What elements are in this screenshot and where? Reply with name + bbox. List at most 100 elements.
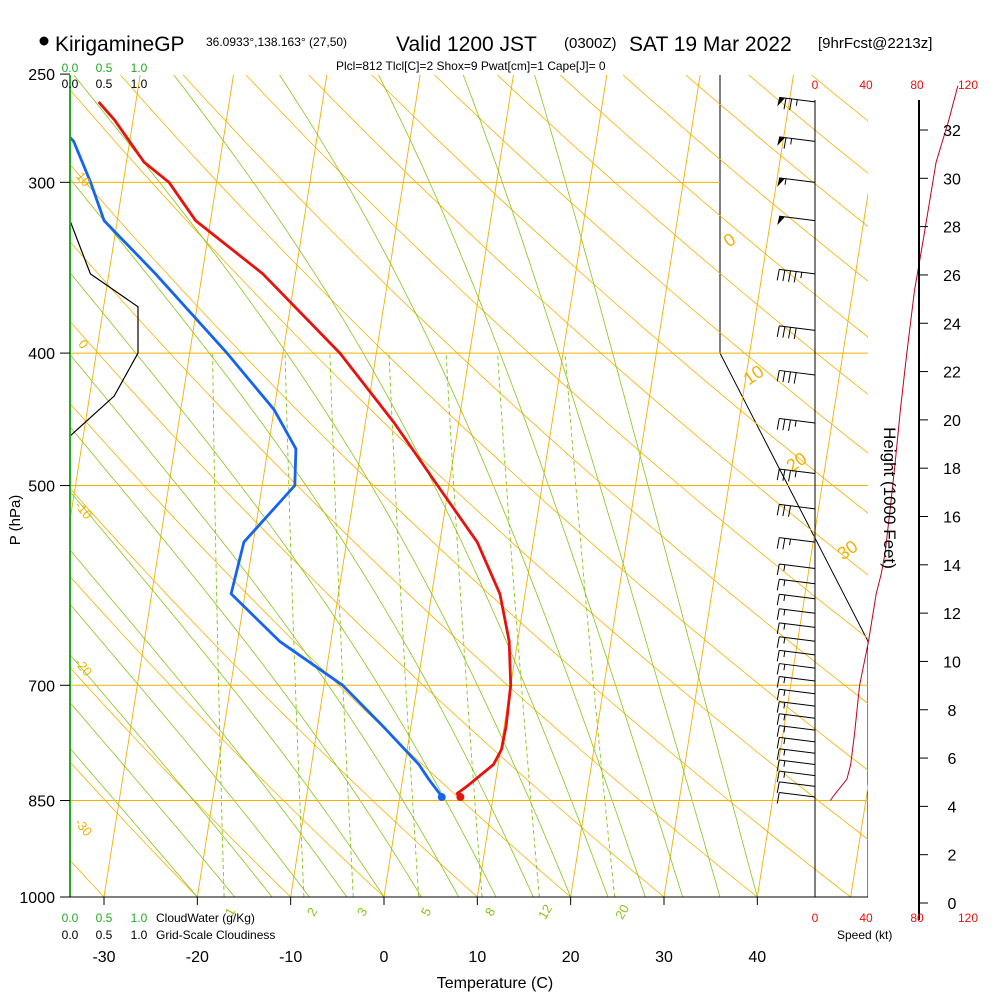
- wind-barb-half: [795, 99, 798, 106]
- isotherm-line: [944, 75, 1000, 897]
- wind-barb-flag: [788, 371, 792, 383]
- height-tick-label: 0: [948, 896, 957, 913]
- speed-tick-top: 0: [812, 78, 819, 92]
- wedge-boundary: [719, 75, 868, 897]
- moist-adiabat-line: [173, 75, 609, 897]
- sounding-profiles: [70, 75, 513, 802]
- wind-barb-half: [790, 138, 793, 145]
- valid-time: Valid 1200 JST: [396, 33, 537, 56]
- cloudiness-tick-top: 1.0: [131, 77, 148, 91]
- wind-barb-flag: [783, 98, 787, 110]
- mixing-ratio-label: 12: [535, 902, 555, 922]
- wind-barb-staff: [779, 215, 816, 222]
- wind-barb-flag: [776, 737, 780, 749]
- wind-barb-flag: [776, 622, 780, 635]
- moist-adiabat-line: [70, 747, 198, 897]
- wind-barb-flag: [788, 327, 792, 339]
- height-tick-label: 4: [948, 799, 957, 816]
- station-coords: 36.0933°,138.163° (27,50): [206, 35, 347, 49]
- wind-barb-staff: [779, 136, 816, 142]
- cloudiness-tick-bottom: 1.0: [131, 928, 148, 942]
- wind-barb-flag: [776, 748, 780, 760]
- dry-adiabat-line: [70, 575, 385, 897]
- dry-adiabat-line: [70, 666, 291, 897]
- height-tick-label: 16: [943, 510, 961, 527]
- wind-barb-half: [783, 760, 786, 767]
- wind-barb-staff: [779, 268, 816, 275]
- moist-adiabat-line: [70, 653, 273, 897]
- wind-barb-staff: [779, 748, 816, 754]
- wind-barb-flag: [776, 725, 780, 737]
- isotherm-label: -10: [72, 498, 96, 522]
- chart-grid: [70, 75, 1000, 897]
- moist-adiabat-line: [70, 272, 497, 897]
- surface-temperature-dot: [456, 793, 465, 802]
- pressure-tick-label: 850: [28, 794, 55, 811]
- dry-adiabat-line: [245, 75, 868, 639]
- theta-label: 0: [720, 229, 740, 251]
- dry-adiabat-line: [70, 89, 868, 840]
- moist-adiabat-line: [378, 75, 684, 897]
- cloudiness-tick-bottom: 0.5: [96, 928, 113, 942]
- speed-label: Speed (kt): [837, 928, 892, 942]
- cloudiness-label: Grid-Scale Cloudiness: [156, 928, 275, 942]
- x-axis-label: Temperature (C): [437, 975, 553, 992]
- wind-barb-flag: [793, 271, 797, 283]
- wind-barb-staff: [779, 701, 816, 707]
- cloudwater-tick-top: 0.0: [62, 61, 79, 75]
- wind-barb-flag: [776, 594, 780, 606]
- wind-barb-flag: [776, 792, 780, 804]
- height-tick-label: 30: [943, 171, 961, 188]
- wind-barb-half: [783, 564, 786, 571]
- wind-barb-half: [794, 420, 797, 427]
- temperature-profile: [97, 100, 513, 798]
- wind-barb-staff: [779, 622, 816, 628]
- wind-barb-flag: [776, 701, 780, 713]
- moist-adiabat-line: [462, 75, 721, 897]
- wind-barb-flag: [788, 270, 792, 282]
- cloudwater-tick-top: 1.0: [131, 61, 148, 75]
- wind-barb-half: [783, 677, 786, 684]
- mixing-ratio-line: [212, 353, 225, 897]
- mixing-ratio-line: [564, 353, 616, 897]
- wind-barb-staff: [779, 563, 816, 570]
- moist-adiabat-line: [70, 178, 534, 897]
- station-name: KirigamineGP: [55, 33, 185, 56]
- wind-barb-half: [783, 650, 786, 658]
- wind-barb-staff: [779, 608, 816, 614]
- wind-barb-flag: [776, 781, 780, 793]
- wind-barb-flag: [782, 419, 786, 431]
- wind-barb-flag: [776, 418, 780, 430]
- wind-barb-staff: [779, 759, 816, 766]
- wind-barb-pennant: [777, 97, 785, 107]
- height-tick-label: 28: [943, 220, 961, 237]
- wind-barb-half: [783, 664, 786, 671]
- wind-barb-flag: [776, 689, 780, 701]
- mixing-ratio-label: 3: [354, 905, 371, 919]
- wind-barb-flag: [793, 372, 797, 384]
- isotherm-label: -30: [72, 815, 96, 839]
- wind-barb-flag: [788, 470, 792, 482]
- pressure-tick-label: 400: [28, 346, 55, 363]
- wind-barb-flag: [783, 137, 787, 149]
- cloudwater-tick-bottom: 0.5: [96, 911, 113, 925]
- temperature-tick-label: -10: [279, 949, 302, 966]
- moist-adiabat-line: [70, 426, 422, 897]
- wind-barb-flag: [776, 504, 780, 516]
- mixing-ratio-label: 2: [304, 905, 321, 919]
- temperature-tick-label: 0: [380, 949, 389, 966]
- wind-barb-half: [784, 178, 787, 185]
- dry-adiabat-line: [70, 240, 758, 897]
- wind-barb-half: [800, 272, 803, 279]
- pressure-tick-label: 300: [28, 175, 55, 192]
- sounding-indices: Plcl=812 Tlcl[C]=2 Shox=9 Pwat[cm]=1 Cap…: [336, 59, 606, 73]
- moist-adiabat-line: [73, 75, 572, 897]
- wind-barb-flag: [776, 713, 780, 725]
- wind-barb-flag: [776, 370, 780, 382]
- utc-time: (0300Z): [564, 35, 617, 52]
- height-tick-label: 10: [943, 654, 961, 671]
- wind-barb-flag: [776, 650, 780, 662]
- pressure-tick-label: 700: [28, 678, 55, 695]
- pressure-tick-label: 500: [28, 479, 55, 496]
- cloudiness-tick-top: 0.0: [62, 77, 79, 91]
